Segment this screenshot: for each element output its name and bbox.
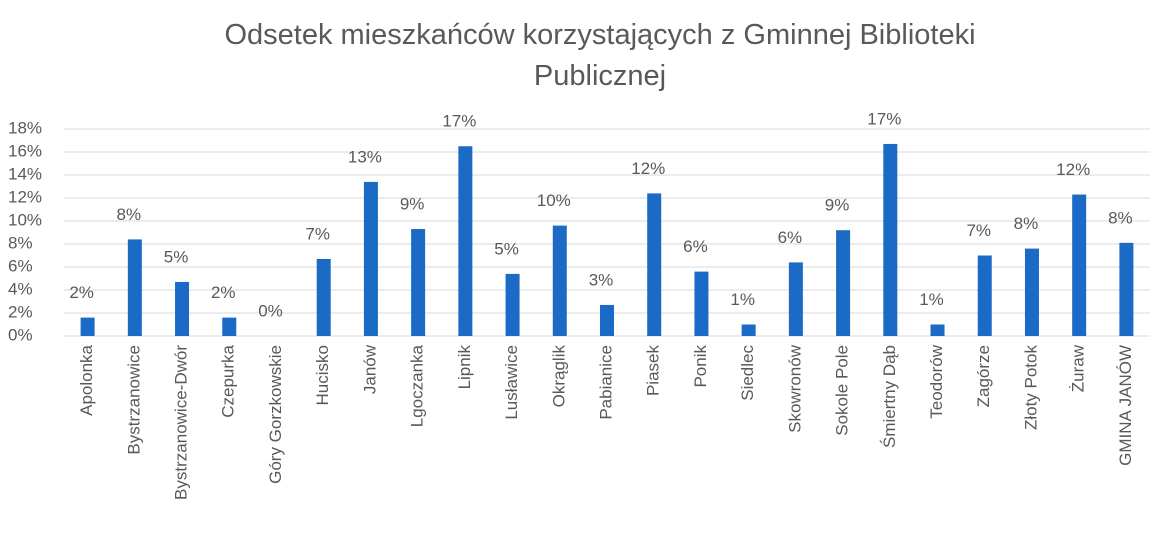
bar <box>647 193 662 336</box>
bar <box>458 146 473 336</box>
x-tick-label: Góry Gorzkowskie <box>266 345 285 484</box>
data-label: 9% <box>400 195 425 214</box>
bar <box>552 225 567 336</box>
bar <box>1072 194 1087 336</box>
x-tick-label: Lipnik <box>455 345 474 390</box>
x-tick-label: Lgoczanka <box>408 344 427 427</box>
bar <box>600 304 614 336</box>
x-tick-label: Ponik <box>691 345 710 388</box>
data-label: 17% <box>867 109 901 128</box>
y-tick-label: 10% <box>8 210 42 229</box>
data-label: 6% <box>683 237 708 256</box>
y-tick-label: 16% <box>8 141 42 160</box>
data-label: 1% <box>919 290 944 309</box>
data-label: 8% <box>117 205 142 224</box>
x-tick-label: Lusławice <box>502 345 521 420</box>
bar <box>80 317 95 336</box>
data-label: 10% <box>537 191 571 210</box>
data-label: 12% <box>1056 160 1090 179</box>
y-tick-label: 8% <box>8 233 33 252</box>
x-tick-label: Teodorów <box>927 344 946 418</box>
y-tick-label: 6% <box>8 256 33 275</box>
x-tick-label: Pabianice <box>596 345 615 420</box>
x-tick-label: Czepurka <box>219 344 238 417</box>
data-label: 7% <box>966 221 991 240</box>
bar <box>505 273 520 336</box>
y-tick-label: 12% <box>8 187 42 206</box>
bar <box>741 324 756 336</box>
data-label: 0% <box>258 301 283 320</box>
x-tick-label: Żuraw <box>1069 344 1088 392</box>
y-tick-label: 0% <box>8 325 33 344</box>
data-label: 8% <box>1108 208 1133 227</box>
x-tick-label: Hucisko <box>313 345 332 405</box>
x-tick-label: Sokole Pole <box>833 345 852 436</box>
x-tick-label: Janów <box>360 344 379 394</box>
data-label: 3% <box>589 270 614 289</box>
data-label: 8% <box>1014 214 1039 233</box>
x-tick-label: Piasek <box>644 345 663 397</box>
chart-title: Odsetek mieszkańców korzystających z Gmi… <box>224 19 975 92</box>
x-tick-label: Skowronów <box>785 344 804 433</box>
x-tick-label: Śmiertny Dąb <box>880 345 899 448</box>
data-label: 1% <box>730 290 755 309</box>
data-label: 2% <box>69 283 94 302</box>
bar <box>977 255 992 336</box>
data-label: 5% <box>494 239 519 258</box>
data-label: 6% <box>778 228 803 247</box>
data-label: 7% <box>305 224 330 243</box>
data-label: 2% <box>211 283 236 302</box>
bar <box>175 281 190 336</box>
bar <box>411 229 426 336</box>
y-tick-label: 2% <box>8 302 33 321</box>
bar <box>1119 242 1134 336</box>
data-label: 13% <box>348 147 382 166</box>
bar <box>363 181 378 336</box>
x-tick-label: Siedlec <box>738 345 757 401</box>
data-label: 17% <box>442 112 476 131</box>
y-tick-label: 4% <box>8 279 33 298</box>
bar <box>127 239 142 336</box>
y-tick-label: 18% <box>8 118 42 137</box>
x-tick-label: Bystrzanowice <box>124 345 143 455</box>
bar <box>883 143 898 336</box>
bar <box>1024 248 1039 336</box>
x-tick-label: Zagórze <box>974 345 993 407</box>
x-tick-label: Apolonka <box>77 344 96 415</box>
y-tick-label: 14% <box>8 164 42 183</box>
bar <box>836 230 851 336</box>
bar <box>930 324 945 336</box>
x-tick-label: Złoty Potok <box>1021 345 1040 431</box>
bar <box>222 317 237 336</box>
x-tick-label: GMINA JANÓW <box>1116 345 1135 466</box>
bar <box>694 271 709 336</box>
x-tick-label: Bystrzanowice-Dwór <box>172 345 191 500</box>
x-tick-label: Okrąglik <box>549 345 568 408</box>
bar <box>788 262 803 336</box>
data-label: 5% <box>164 247 189 266</box>
data-label: 12% <box>631 159 665 178</box>
data-label: 9% <box>825 196 850 215</box>
bar <box>316 258 331 336</box>
